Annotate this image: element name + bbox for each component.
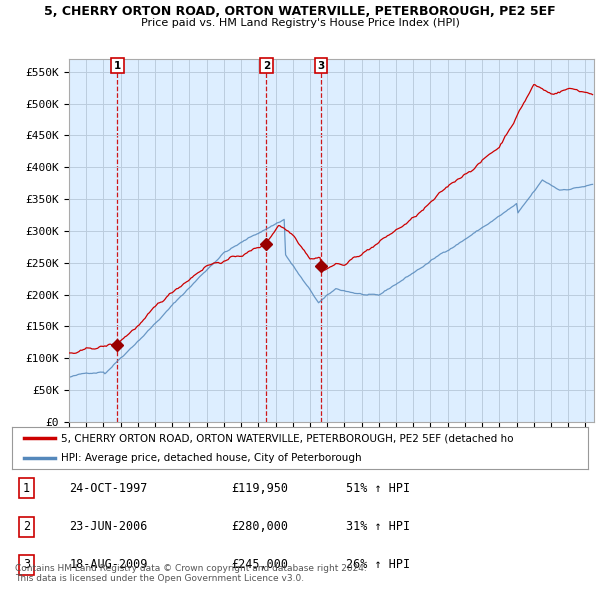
Text: Contains HM Land Registry data © Crown copyright and database right 2024.: Contains HM Land Registry data © Crown c… <box>15 564 367 573</box>
Text: 5, CHERRY ORTON ROAD, ORTON WATERVILLE, PETERBOROUGH, PE2 5EF: 5, CHERRY ORTON ROAD, ORTON WATERVILLE, … <box>44 5 556 18</box>
Text: 3: 3 <box>317 61 325 71</box>
Text: £245,000: £245,000 <box>231 558 288 572</box>
Text: 3: 3 <box>23 558 30 572</box>
Text: 51% ↑ HPI: 51% ↑ HPI <box>346 481 410 495</box>
Text: £119,950: £119,950 <box>231 481 288 495</box>
Text: 23-JUN-2006: 23-JUN-2006 <box>70 520 148 533</box>
Text: This data is licensed under the Open Government Licence v3.0.: This data is licensed under the Open Gov… <box>15 574 304 583</box>
Text: 24-OCT-1997: 24-OCT-1997 <box>70 481 148 495</box>
Text: 1: 1 <box>23 481 30 495</box>
Text: HPI: Average price, detached house, City of Peterborough: HPI: Average price, detached house, City… <box>61 453 362 463</box>
Text: Price paid vs. HM Land Registry's House Price Index (HPI): Price paid vs. HM Land Registry's House … <box>140 18 460 28</box>
Text: 2: 2 <box>23 520 30 533</box>
Text: 31% ↑ HPI: 31% ↑ HPI <box>346 520 410 533</box>
Text: 1: 1 <box>114 61 121 71</box>
Text: £280,000: £280,000 <box>231 520 288 533</box>
Text: 2: 2 <box>263 61 270 71</box>
Text: 5, CHERRY ORTON ROAD, ORTON WATERVILLE, PETERBOROUGH, PE2 5EF (detached ho: 5, CHERRY ORTON ROAD, ORTON WATERVILLE, … <box>61 433 514 443</box>
Text: 26% ↑ HPI: 26% ↑ HPI <box>346 558 410 572</box>
Text: 18-AUG-2009: 18-AUG-2009 <box>70 558 148 572</box>
